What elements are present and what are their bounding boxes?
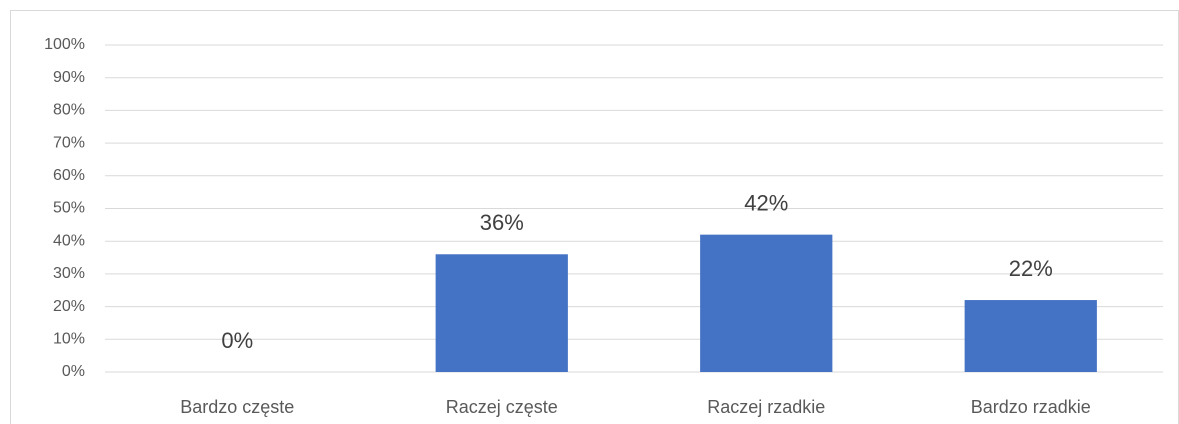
y-tick-label: 80% xyxy=(53,102,85,119)
y-tick-label: 40% xyxy=(53,232,85,249)
data-label: 0% xyxy=(221,328,253,353)
bar xyxy=(700,234,833,372)
y-tick-label: 50% xyxy=(53,200,85,217)
data-label: 42% xyxy=(744,190,788,215)
bar xyxy=(435,254,568,372)
y-tick-label: 30% xyxy=(53,265,85,282)
y-tick-label: 60% xyxy=(53,167,85,184)
y-tick-label: 70% xyxy=(53,134,85,151)
bar xyxy=(964,300,1097,372)
x-tick-label: Bardzo rzadkie xyxy=(971,397,1091,417)
y-tick-label: 0% xyxy=(62,363,85,380)
y-tick-label: 90% xyxy=(53,69,85,86)
y-tick-label: 100% xyxy=(44,36,85,53)
x-tick-label: Raczej rzadkie xyxy=(707,397,825,417)
data-label: 36% xyxy=(480,210,524,235)
x-tick-label: Bardzo częste xyxy=(180,397,294,417)
x-tick-label: Raczej częste xyxy=(446,397,558,417)
data-label: 22% xyxy=(1009,256,1053,281)
y-tick-label: 20% xyxy=(53,298,85,315)
y-tick-label: 10% xyxy=(53,331,85,348)
